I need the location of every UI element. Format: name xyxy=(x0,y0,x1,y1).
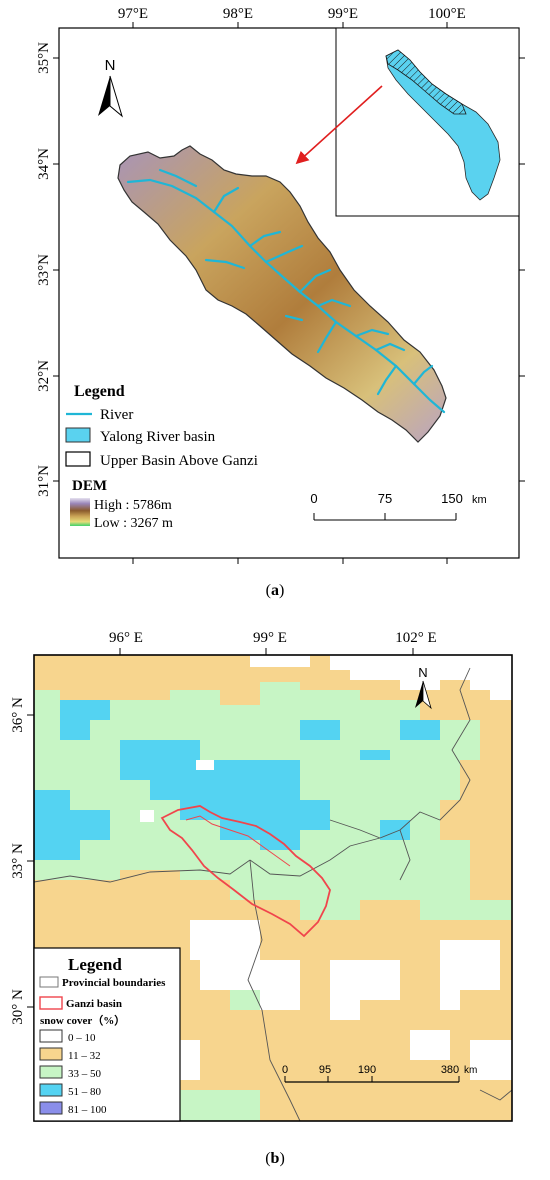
class-label: 33 – 50 xyxy=(68,1068,102,1080)
upper-basin-swatch xyxy=(65,451,91,467)
map-a-lon-label: 99°E xyxy=(328,6,358,22)
map-b-north-label: N xyxy=(418,665,427,680)
scale-tick: 380 xyxy=(441,1064,459,1076)
dem-high: High : 5786m xyxy=(94,498,172,513)
legend-item-river: River xyxy=(100,407,133,423)
map-a-lat-label: 32°N xyxy=(36,360,52,392)
legend-item-upper-basin: Upper Basin Above Ganzi xyxy=(100,453,258,469)
class-label: 11 – 32 xyxy=(68,1050,101,1062)
scale-tick: 0 xyxy=(310,491,317,506)
map-b-frame xyxy=(33,654,513,1122)
class-label: 0 – 10 xyxy=(68,1032,96,1044)
class-swatch xyxy=(39,1065,63,1079)
ganzi-swatch xyxy=(39,996,63,1010)
class-swatch xyxy=(39,1083,63,1097)
dem-ramp xyxy=(70,498,90,526)
provincial-boundaries xyxy=(34,667,512,1121)
scale-tick: 95 xyxy=(319,1064,331,1076)
map-a-lon-label: 98°E xyxy=(223,6,253,22)
map-a-legend: Legend River Yalong River basin Upper Ba… xyxy=(65,383,258,531)
map-b-ticks xyxy=(27,648,414,1008)
snow-title: snow cover（%） xyxy=(40,1014,125,1027)
legend-item-ganzi: Ganzi basin xyxy=(66,998,122,1010)
legend-title: Legend xyxy=(74,383,125,400)
river-network xyxy=(126,168,446,414)
ganzi-basin-outline xyxy=(160,805,331,938)
scale-tick: 150 xyxy=(441,491,463,506)
class-swatch xyxy=(39,1047,63,1061)
yalong-swatch xyxy=(65,427,91,443)
upper-basin-inset xyxy=(385,49,467,115)
map-b-north-arrow-icon: N xyxy=(415,665,432,710)
dem-title: DEM xyxy=(72,478,107,494)
legend-title: Legend xyxy=(68,955,122,974)
locator-arrow xyxy=(295,85,383,165)
legend-item-yalong: Yalong River basin xyxy=(100,429,216,445)
scale-tick: 190 xyxy=(358,1064,376,1076)
class-label: 51 – 80 xyxy=(68,1086,102,1098)
class-label: 81 – 100 xyxy=(68,1104,107,1116)
caption-a: (a) xyxy=(265,582,285,599)
scale-tick: 75 xyxy=(378,491,392,506)
upper-basin-dem xyxy=(117,145,447,443)
map-b-lon-label: 99° E xyxy=(253,630,287,646)
map-b-lon-label: 96° E xyxy=(109,630,143,646)
map-a-lat-label: 33°N xyxy=(36,254,52,286)
scale-unit: km xyxy=(472,494,487,506)
snow-cover-raster xyxy=(34,655,512,1121)
inset-frame xyxy=(335,27,520,217)
class-swatch xyxy=(39,1029,63,1043)
map-a-ticks xyxy=(53,22,525,564)
scale-unit: km xyxy=(464,1065,477,1076)
map-a-lon-label: 97°E xyxy=(118,6,148,22)
map-b-lat-label: 36° N xyxy=(10,697,26,733)
map-a-north-label: N xyxy=(105,57,116,74)
map-a-lon-label: 100°E xyxy=(428,6,466,22)
map-a-scale-bar: 0 75 150 km xyxy=(310,491,487,521)
map-a-lat-label: 35°N xyxy=(36,42,52,74)
class-swatch xyxy=(39,1101,63,1115)
map-a-basin xyxy=(117,145,447,443)
map-b-legend: Legend Provincial boundaries Ganzi basin… xyxy=(33,947,181,1122)
province-swatch xyxy=(39,976,59,988)
dem-low: Low : 3267 m xyxy=(94,516,173,531)
map-b-lat-label: 33° N xyxy=(10,843,26,879)
map-b-lon-label: 102° E xyxy=(395,630,436,646)
map-a-inset xyxy=(335,27,520,217)
map-b-scale-bar: 0 95 190 380 km xyxy=(282,1064,477,1083)
scale-tick: 0 xyxy=(282,1064,288,1076)
legend-item-provincial: Provincial boundaries xyxy=(62,977,166,989)
ganzi-subbasin-line xyxy=(185,815,291,867)
map-a-lat-label: 31°N xyxy=(36,465,52,497)
map-b-lat-label: 30° N xyxy=(10,989,26,1025)
map-a-north-arrow-icon: N xyxy=(98,57,123,118)
map-b: 96° E 99° E 102° E 36° N 33° N 30° N N L… xyxy=(10,630,513,1122)
map-a: 97°E 98°E 99°E 100°E 35°N 34°N 33°N 32°N… xyxy=(36,6,525,564)
caption-b: (b) xyxy=(265,1150,285,1167)
map-a-lat-label: 34°N xyxy=(36,148,52,180)
